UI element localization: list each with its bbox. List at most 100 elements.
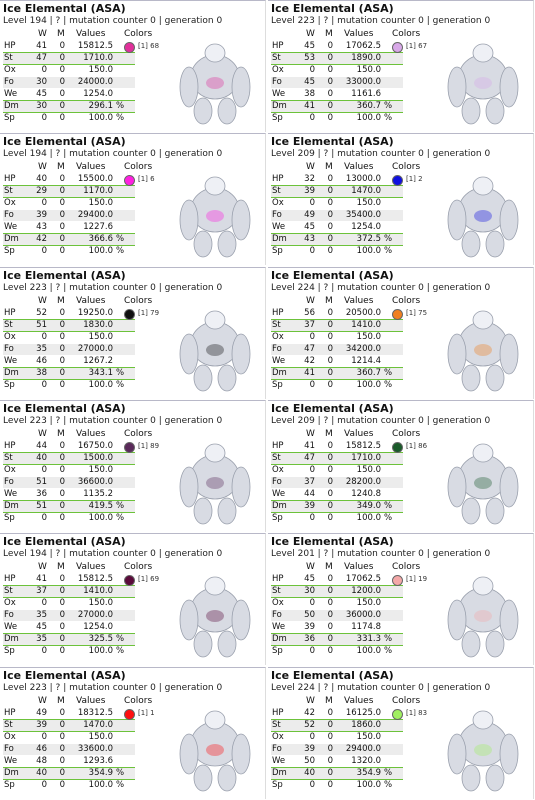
stat-value: 150.0 [356, 731, 381, 742]
stat-value: 349.0 [356, 500, 381, 511]
wild-level: 49 [36, 707, 47, 718]
wild-level: 36 [304, 634, 315, 645]
creature-card[interactable]: Ice Elemental (ASA) Level 194 | ? | mutat… [0, 133, 266, 266]
creature-card[interactable]: Ice Elemental (ASA) Level 223 | ? | mutat… [268, 0, 534, 132]
stat-name: Ox [272, 598, 284, 609]
mut-level: 0 [59, 779, 65, 790]
mut-level: 0 [59, 719, 65, 730]
stat-unit: % [116, 646, 125, 657]
stat-row: Sp 0 0 100.0% [3, 113, 135, 124]
column-header: M [57, 162, 65, 173]
wild-level: 42 [304, 707, 315, 718]
stat-row: HP 45 0 17062.5 [271, 574, 403, 587]
mut-level: 0 [327, 41, 333, 51]
stat-value: 1214.4 [351, 355, 381, 366]
mut-level: 0 [59, 574, 65, 585]
wild-level: 37 [304, 476, 315, 487]
stat-value: 36000.0 [345, 610, 381, 621]
column-header: M [57, 562, 65, 573]
wild-level: 40 [36, 452, 47, 463]
mut-level: 0 [59, 464, 65, 475]
wild-level: 38 [304, 89, 315, 99]
creature-card[interactable]: Ice Elemental (ASA) Level 223 | ? | mutat… [0, 399, 266, 532]
arm-right [499, 466, 519, 508]
card-title: Ice Elemental (ASA) [3, 135, 126, 149]
leg-left [461, 364, 481, 391]
mut-level: 0 [59, 707, 65, 718]
wild-level: 0 [41, 246, 47, 257]
creature-card[interactable]: Ice Elemental (ASA) Level 209 | ? | mutat… [268, 133, 534, 266]
column-header: W [306, 562, 315, 573]
wild-level: 0 [309, 731, 315, 742]
level-line: Level 224 | ? | mutation counter 0 | gen… [271, 282, 491, 293]
stat-name: We [4, 222, 18, 233]
mut-level: 0 [327, 476, 333, 487]
stat-row: We 48 0 1293.6 [3, 756, 135, 768]
stat-unit: % [384, 101, 393, 111]
stat-row: We 44 0 1240.8 [271, 489, 403, 501]
creature-card[interactable]: Ice Elemental (ASA) Level 194 | ? | mutat… [0, 0, 266, 132]
stat-name: Fo [272, 343, 282, 354]
wild-level: 43 [36, 222, 47, 233]
stat-row: St 37 0 1410.0 [3, 586, 135, 599]
leg-left [193, 230, 213, 258]
stat-value: 1470.0 [351, 186, 381, 197]
creature-card[interactable]: Ice Elemental (ASA) Level 201 | ? | mutat… [268, 533, 534, 666]
stat-row: Dm 42 0 366.6% [3, 234, 135, 247]
stat-value: 27000.0 [77, 610, 113, 621]
level-line: Level 209 | ? | mutation counter 0 | gen… [271, 415, 491, 426]
stat-name: HP [272, 707, 284, 718]
stat-name: Dm [272, 367, 287, 378]
mut-level: 0 [59, 476, 65, 487]
mut-level: 0 [59, 210, 65, 221]
creature-card[interactable]: Ice Elemental (ASA) Level 224 | ? | mutat… [268, 266, 534, 399]
leg-left [193, 630, 213, 658]
column-header: W [306, 695, 315, 706]
stat-unit: % [116, 512, 125, 523]
creature-card[interactable]: Ice Elemental (ASA) Level 209 | ? | mutat… [268, 399, 534, 532]
mut-level: 0 [327, 646, 333, 657]
stat-name: Ox [272, 331, 284, 342]
column-header: M [57, 295, 65, 306]
mut-level: 0 [327, 719, 333, 730]
arm-left [447, 733, 467, 774]
stat-value: 35400.0 [345, 210, 381, 221]
stat-row: Sp 0 0 100.0% [271, 513, 403, 524]
stat-value: 100.0 [88, 246, 113, 257]
creature-card[interactable]: Ice Elemental (ASA) Level 223 | ? | mutat… [0, 266, 266, 399]
color-label: [1] 89 [138, 441, 160, 450]
creature-card[interactable]: Ice Elemental (ASA) Level 194 | ? | mutat… [0, 533, 266, 666]
stat-row: Fo 50 0 36000.0 [271, 610, 403, 622]
mut-level: 0 [327, 598, 333, 609]
mut-level: 0 [59, 610, 65, 621]
color-label: [1] 83 [406, 708, 428, 717]
arm-right [231, 66, 251, 108]
mut-level: 0 [327, 222, 333, 233]
mut-level: 0 [59, 634, 65, 645]
stat-value: 150.0 [88, 731, 113, 742]
stat-value: 1470.0 [83, 719, 113, 730]
stat-name: Sp [272, 646, 283, 657]
stat-row: Ox 0 0 150.0 [3, 332, 135, 343]
mut-level: 0 [59, 367, 65, 378]
wild-level: 0 [41, 379, 47, 390]
arm-left [447, 599, 467, 641]
stat-row: Fo 30 0 24000.0 [3, 77, 135, 88]
creature-card[interactable]: Ice Elemental (ASA) Level 223 | ? | mutat… [0, 666, 266, 799]
stat-value: 150.0 [88, 598, 113, 609]
column-header: W [38, 162, 47, 173]
mut-level: 0 [327, 500, 333, 511]
stat-value: 1240.8 [351, 488, 381, 499]
stat-value: 150.0 [88, 198, 113, 209]
chest-tint [474, 476, 492, 489]
chest-tint [206, 743, 224, 756]
stat-name: Fo [4, 343, 14, 354]
level-line: Level 194 | ? | mutation counter 0 | gen… [3, 149, 223, 160]
stat-row: HP 41 0 15812.5 [3, 574, 135, 587]
wild-level: 45 [304, 222, 315, 233]
wild-level: 0 [41, 598, 47, 609]
creature-image [179, 710, 251, 791]
stat-name: Fo [4, 210, 14, 221]
creature-card[interactable]: Ice Elemental (ASA) Level 224 | ? | mutat… [268, 666, 534, 799]
leg-right [217, 97, 237, 125]
